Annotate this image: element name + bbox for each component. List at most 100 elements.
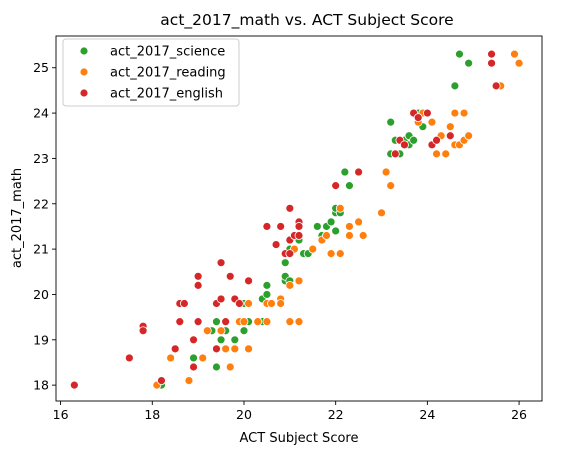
data-point [345, 222, 354, 231]
data-point [514, 58, 524, 68]
x-axis: 16 18 20 22 24 26 [53, 401, 527, 422]
data-point [193, 317, 203, 327]
data-point [221, 317, 231, 327]
data-point [69, 380, 79, 390]
data-point [345, 231, 354, 240]
data-point [285, 280, 295, 290]
y-axis-title: act_2017_math [10, 168, 25, 268]
data-point [331, 181, 341, 191]
data-point [445, 131, 455, 141]
chart-title: act_2017_math vs. ACT Subject Score [160, 11, 453, 30]
series-act_2017_english [69, 49, 501, 390]
data-point [487, 58, 496, 68]
data-point [276, 299, 286, 308]
data-point [409, 135, 419, 145]
data-point [354, 167, 364, 177]
data-point [381, 167, 391, 177]
data-point [244, 299, 253, 308]
y-axis: 18 19 20 21 22 23 24 25 [33, 60, 56, 393]
legend: act_2017_science act_2017_reading act_2017… [62, 38, 240, 107]
y-tick-label: 24 [33, 106, 49, 121]
data-point [239, 317, 249, 327]
data-point [189, 362, 198, 372]
data-point [386, 181, 396, 191]
series-act_2017_reading [152, 49, 524, 390]
data-point [157, 376, 166, 385]
x-tick-label: 20 [236, 407, 252, 422]
x-tick-label: 24 [419, 407, 435, 422]
data-point [262, 290, 272, 299]
x-tick-label: 22 [328, 407, 344, 422]
x-tick-label: 16 [53, 407, 69, 422]
data-point [441, 149, 451, 159]
data-point [216, 335, 226, 345]
data-point [308, 244, 318, 254]
data-point [386, 117, 396, 127]
data-point [225, 271, 235, 281]
data-point [239, 326, 249, 336]
data-point [179, 299, 189, 308]
data-point [335, 203, 345, 213]
data-point [377, 208, 386, 218]
data-point [225, 362, 235, 372]
data-point [432, 135, 441, 145]
data-point [230, 344, 240, 354]
data-point [230, 335, 240, 345]
data-point [450, 108, 460, 118]
data-point [267, 299, 276, 308]
y-tick-label: 19 [33, 332, 49, 347]
x-tick-label: 18 [144, 407, 160, 422]
data-point [455, 49, 464, 59]
data-point [184, 376, 194, 385]
data-point [175, 317, 185, 327]
data-point [340, 167, 350, 177]
data-point [170, 344, 180, 354]
data-point [294, 231, 304, 240]
y-tick-label: 20 [33, 287, 49, 302]
x-tick-label: 26 [511, 407, 527, 422]
data-point [221, 344, 231, 354]
data-point [390, 149, 400, 159]
data-point [212, 344, 221, 354]
data-point [189, 353, 198, 363]
data-point [331, 226, 341, 236]
data-point [445, 122, 455, 132]
data-point [285, 249, 295, 259]
data-point [280, 258, 290, 268]
data-point [326, 217, 336, 227]
data-point [262, 280, 272, 290]
data-point [400, 140, 409, 150]
data-point [234, 299, 244, 308]
data-point [124, 353, 134, 363]
data-point [464, 58, 474, 68]
data-point [193, 280, 203, 290]
data-point [294, 276, 304, 286]
data-point [244, 276, 253, 286]
y-tick-label: 22 [33, 196, 49, 211]
data-point [285, 203, 295, 213]
data-point [358, 231, 368, 240]
data-point [193, 271, 203, 281]
data-point [262, 317, 272, 327]
plot-area [69, 49, 524, 390]
data-point [244, 344, 253, 354]
data-point [189, 335, 198, 345]
data-point [312, 222, 322, 231]
y-tick-label: 23 [33, 151, 49, 166]
y-tick-label: 25 [33, 60, 49, 75]
legend-frame [62, 38, 240, 107]
data-point [322, 231, 331, 240]
data-point [166, 353, 176, 363]
data-point [294, 317, 304, 327]
data-point [216, 258, 226, 268]
data-point [487, 49, 496, 59]
legend-label: act_2017_reading [110, 66, 226, 81]
data-point [138, 326, 148, 336]
data-point [335, 249, 345, 259]
plot-frame [55, 35, 543, 402]
legend-marker [79, 88, 89, 98]
data-point [294, 222, 304, 231]
data-point [345, 181, 354, 191]
y-tick-label: 18 [33, 378, 49, 393]
